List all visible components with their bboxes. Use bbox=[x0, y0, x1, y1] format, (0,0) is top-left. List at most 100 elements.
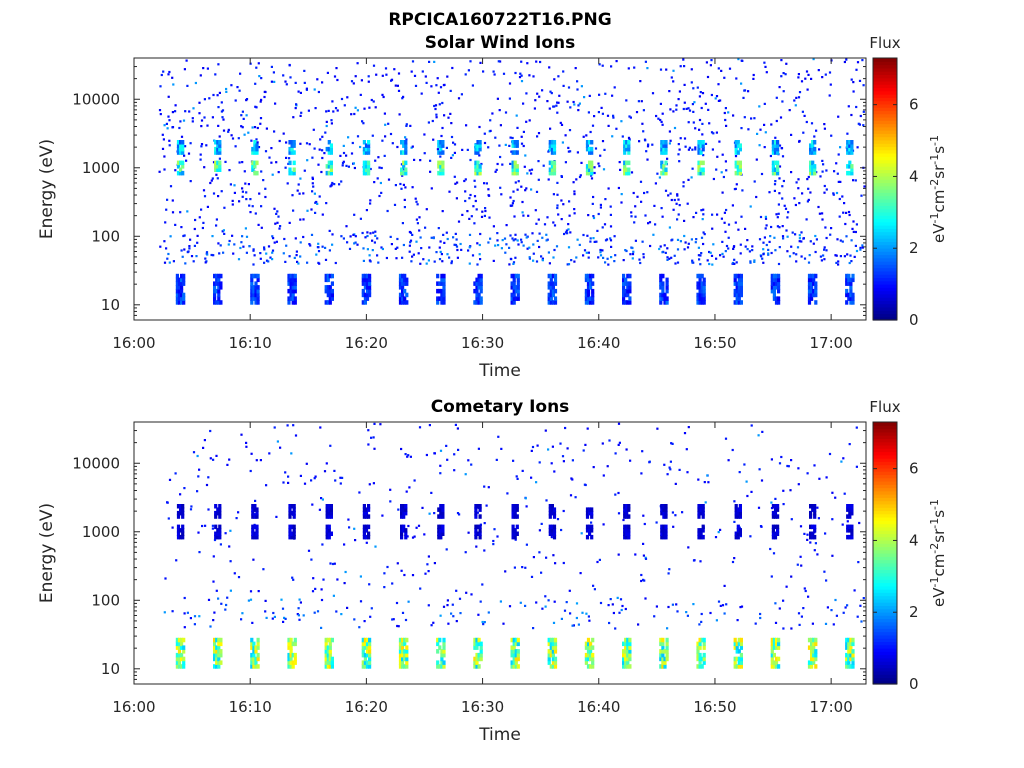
burst-cell bbox=[251, 164, 255, 169]
background-point bbox=[433, 60, 436, 63]
burst-cell bbox=[177, 281, 182, 286]
burst-cell bbox=[660, 531, 664, 536]
background-point bbox=[818, 212, 821, 215]
burst-cell bbox=[813, 164, 817, 169]
burst-cell bbox=[734, 140, 738, 145]
burst-cell bbox=[698, 300, 702, 305]
background-point bbox=[243, 133, 246, 136]
background-point bbox=[467, 249, 470, 252]
background-point bbox=[576, 238, 579, 241]
burst-cell bbox=[660, 504, 664, 509]
background-point bbox=[243, 170, 246, 173]
burst-cell bbox=[813, 150, 817, 155]
burst-cell bbox=[660, 534, 664, 540]
background-point bbox=[182, 119, 186, 122]
burst-cell bbox=[510, 645, 514, 650]
burst-cell bbox=[479, 273, 483, 279]
background-point bbox=[189, 180, 192, 183]
background-point bbox=[466, 210, 469, 213]
burst-cell bbox=[845, 300, 849, 305]
background-point bbox=[798, 91, 802, 94]
burst-cell bbox=[441, 514, 445, 519]
burst-cell bbox=[219, 285, 223, 290]
background-point bbox=[451, 66, 454, 70]
background-point bbox=[522, 102, 525, 105]
burst-cell bbox=[364, 160, 369, 166]
background-point bbox=[478, 253, 481, 256]
burst-cell bbox=[553, 660, 558, 665]
colorbar-segment bbox=[873, 503, 897, 508]
background-point bbox=[209, 457, 212, 460]
burst-cell bbox=[291, 652, 295, 658]
burst-cell bbox=[697, 531, 701, 536]
burst-cell bbox=[626, 300, 630, 305]
background-point bbox=[647, 222, 650, 225]
burst-cell bbox=[809, 514, 813, 519]
burst-cell bbox=[363, 292, 367, 298]
burst-cell bbox=[624, 660, 628, 665]
background-point bbox=[810, 77, 813, 80]
background-point bbox=[451, 154, 454, 157]
burst-cell bbox=[512, 288, 516, 294]
burst-cell bbox=[252, 664, 256, 669]
burst-cell bbox=[664, 160, 668, 166]
burst-cell bbox=[812, 281, 816, 286]
background-point bbox=[524, 233, 527, 236]
background-point bbox=[615, 60, 618, 63]
background-point bbox=[592, 216, 596, 220]
burst-cell bbox=[437, 143, 441, 148]
background-point bbox=[673, 254, 676, 257]
x-tick-label: 16:10 bbox=[229, 334, 272, 352]
burst-cell bbox=[250, 637, 254, 643]
burst-cell bbox=[547, 641, 551, 647]
background-point bbox=[432, 138, 435, 141]
background-point bbox=[676, 218, 679, 221]
burst-cell bbox=[776, 160, 780, 166]
burst-cell bbox=[253, 170, 257, 176]
background-point bbox=[511, 237, 514, 240]
colorbar-segment bbox=[873, 546, 897, 551]
burst-cell bbox=[591, 652, 595, 658]
burst-cell bbox=[368, 641, 372, 647]
background-point bbox=[183, 487, 186, 490]
background-point bbox=[174, 223, 177, 226]
burst-cell bbox=[548, 528, 552, 533]
burst-cell bbox=[551, 281, 555, 286]
background-point bbox=[780, 59, 783, 62]
background-point bbox=[296, 189, 299, 192]
burst-cell bbox=[738, 170, 742, 176]
background-point bbox=[302, 218, 305, 221]
background-point bbox=[782, 599, 785, 602]
burst-cell bbox=[474, 160, 478, 166]
background-point bbox=[702, 208, 705, 211]
burst-cell bbox=[289, 281, 293, 286]
background-point bbox=[547, 448, 550, 451]
background-point bbox=[248, 245, 251, 248]
background-point bbox=[198, 551, 201, 554]
background-point bbox=[212, 254, 215, 257]
burst-cell bbox=[182, 656, 186, 662]
background-point bbox=[576, 80, 579, 83]
burst-cell bbox=[215, 649, 219, 654]
background-point bbox=[345, 154, 348, 157]
burst-cell bbox=[364, 150, 369, 155]
background-point bbox=[855, 223, 858, 226]
background-point bbox=[841, 195, 844, 198]
background-point bbox=[668, 568, 671, 571]
background-point bbox=[215, 224, 218, 227]
burst-cell bbox=[699, 504, 703, 509]
burst-cell bbox=[739, 288, 743, 294]
burst-cell bbox=[807, 285, 812, 290]
burst-cell bbox=[659, 296, 663, 301]
background-point bbox=[585, 612, 588, 615]
background-point bbox=[231, 234, 234, 237]
burst-cell bbox=[845, 273, 849, 279]
background-point bbox=[213, 538, 217, 542]
burst-cell bbox=[439, 514, 443, 519]
background-point bbox=[285, 141, 288, 144]
background-point bbox=[258, 192, 261, 195]
background-point bbox=[562, 84, 565, 87]
background-point bbox=[469, 158, 472, 162]
background-point bbox=[387, 178, 391, 181]
background-point bbox=[217, 124, 220, 127]
